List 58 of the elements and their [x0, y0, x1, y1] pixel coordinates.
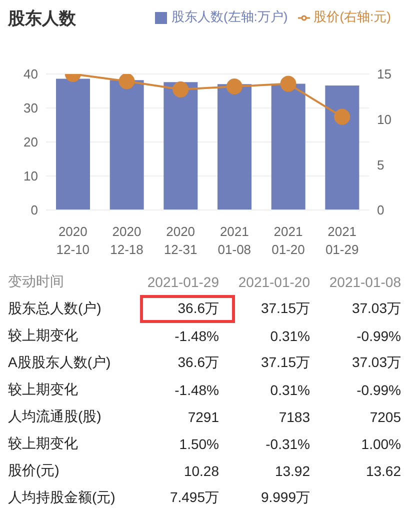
text: -0.99%	[356, 382, 401, 398]
y2-tick-label: 15	[377, 66, 392, 82]
y-tick-label: 20	[24, 134, 38, 150]
text: 13.92	[274, 462, 310, 478]
x-tick-label: 2020 12-10	[56, 224, 90, 257]
y-tick-label: 0	[30, 202, 38, 218]
legend-label: 股价(右轴:元)	[314, 9, 391, 24]
x-tick-label: 2020 12-18	[110, 224, 144, 257]
text: -1.48%	[174, 382, 219, 398]
text: 7205	[370, 408, 401, 424]
text: 37.03万	[352, 300, 401, 316]
text: 9.999万	[260, 488, 310, 504]
text: A股股东人数(户)	[8, 354, 111, 370]
text: 37.15万	[260, 354, 310, 370]
y2-tick-label: 10	[377, 112, 392, 127]
point	[280, 76, 296, 92]
text: 0.31%	[270, 328, 310, 344]
y2-tick-label: 5	[377, 157, 384, 172]
text: 7291	[188, 408, 219, 424]
text: 较上期变化	[8, 380, 78, 396]
y-tick-label: 40	[24, 66, 38, 82]
text: 10.28	[184, 462, 219, 478]
text: 37.03万	[352, 354, 401, 370]
text: 36.6万	[178, 354, 219, 370]
text: -0.99%	[356, 328, 401, 344]
y-tick-label: 10	[24, 168, 38, 184]
x-tick-label: 2021 01-29	[325, 224, 359, 257]
text: 0.31%	[270, 382, 310, 398]
text: 7.495万	[170, 488, 219, 504]
x-tick-label: 2021 01-20	[272, 224, 305, 257]
text: 变动时间	[8, 272, 64, 288]
y-tick-label: 30	[24, 100, 38, 116]
point	[334, 108, 350, 125]
text: 1.50%	[179, 436, 219, 452]
text: 人均持股金额(元)	[8, 488, 116, 504]
text: -0.31%	[266, 436, 310, 452]
text: 2021-01-29	[147, 274, 219, 290]
x-tick-label: 2021 01-08	[218, 224, 252, 257]
legend-label: 股东人数(左轴:万户)	[171, 9, 288, 24]
y2-tick-label: 0	[377, 202, 384, 218]
text: 1.00%	[361, 436, 401, 452]
text: 股价(元)	[8, 462, 60, 478]
text: 人均流通股(股)	[8, 408, 102, 424]
text: 36.6万	[178, 300, 219, 316]
text: 股东总人数(户)	[8, 300, 102, 316]
text: 2021-01-20	[238, 274, 310, 290]
point	[172, 81, 189, 98]
text: 13.62	[366, 462, 401, 478]
text: 2021-01-08	[329, 274, 401, 290]
x-tick-label: 2020 12-31	[164, 224, 198, 257]
text: 37.15万	[260, 300, 310, 316]
text: 较上期变化	[8, 326, 78, 342]
text: 7183	[278, 408, 310, 424]
point	[226, 78, 242, 95]
text: -1.48%	[174, 328, 219, 344]
point	[118, 74, 135, 90]
text: 较上期变化	[8, 434, 78, 450]
chart-title: 股东人数	[8, 9, 76, 28]
